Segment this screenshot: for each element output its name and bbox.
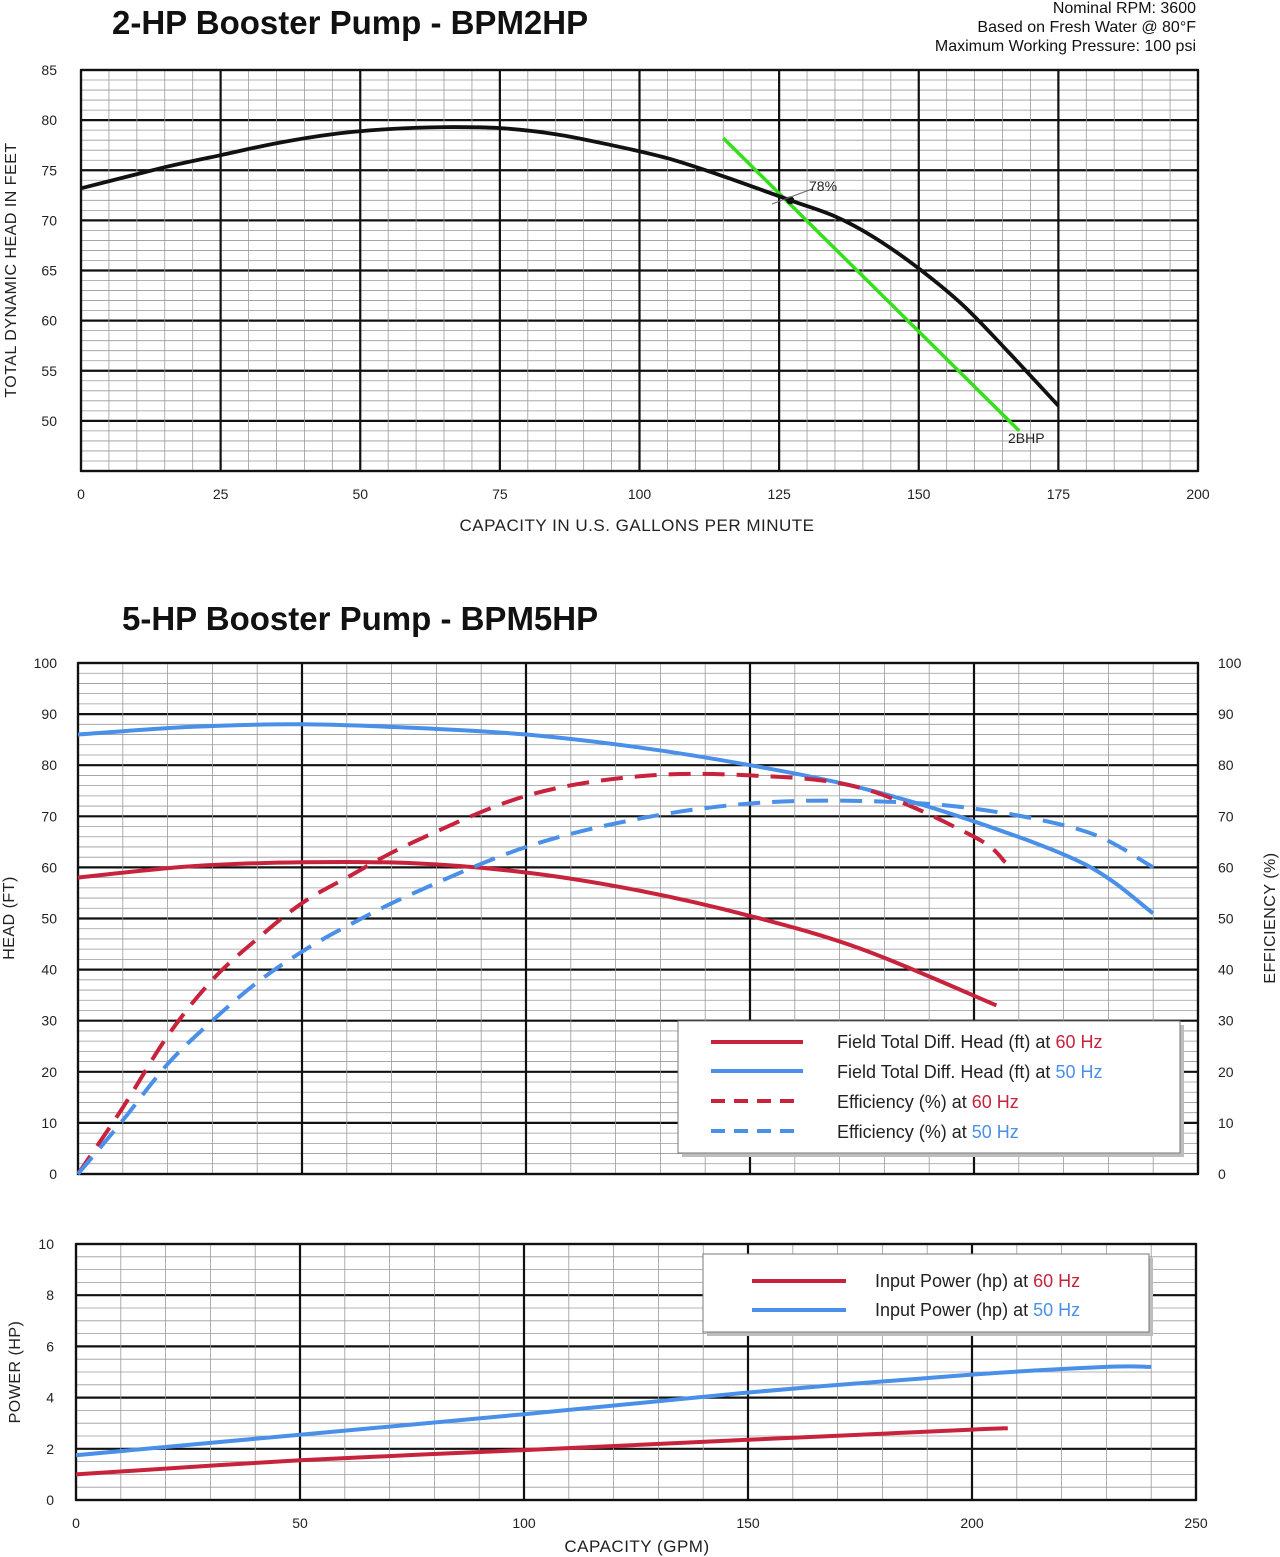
chart2-y-tick-label: 30 [41, 1013, 57, 1029]
chart2-y2-tick-label: 20 [1218, 1064, 1234, 1080]
chart3-y-tick-label: 0 [46, 1492, 54, 1508]
chart1-y-tick-label: 50 [41, 413, 57, 429]
chart2-y-tick-label: 10 [41, 1115, 57, 1131]
chart2-y2-tick-label: 10 [1218, 1115, 1234, 1131]
chart3-legend-box [702, 1253, 1150, 1333]
chart3-series [75, 1364, 1152, 1477]
chart2-grid [76, 661, 1200, 1176]
chart2-ticks: 0 0 10 10 20 20 30 30 40 40 50 50 60 60 70 70 80 80 90 90 10… [34, 655, 1242, 1182]
chart1-grid [79, 68, 1200, 473]
chart2-legend-label-head-60: Field Total Diff. Head (ft) at 60 Hz [837, 1032, 1102, 1052]
chart3-ylabel: POWER (HP) [7, 1321, 24, 1424]
chart1-y-tick-label: 85 [41, 62, 57, 78]
chart2-y2-tick-label: 30 [1218, 1013, 1234, 1029]
chart1-series [80, 125, 1060, 433]
chart3-series-line-1 [75, 1364, 1152, 1458]
chart2-y-tick-label: 20 [41, 1064, 57, 1080]
chart2-y2-tick-label: 0 [1218, 1166, 1226, 1182]
chart2-y-tick-label: 80 [41, 757, 57, 773]
chart3-x-tick-label: 150 [736, 1515, 760, 1531]
chart1-x-tick-label: 200 [1186, 486, 1210, 502]
chart3-x-tick-label: 0 [72, 1515, 80, 1531]
chart1-bhp-series-line-0 [722, 136, 1021, 433]
chart1-ticks: 0 25 50 75 100 125 150 175 200 50 55 60 65 70 75 80 85 [41, 62, 1209, 502]
chart1-y-tick-label: 65 [41, 263, 57, 279]
chart2-series-line-3 [76, 798, 1155, 1176]
chart2-title: 5-HP Booster Pump - BPM5HP [122, 600, 598, 637]
chart3-series-line-0 [75, 1426, 1008, 1477]
chart1-annotations: 78% 2BHP [771, 178, 1045, 446]
chart1-y-tick-label: 55 [41, 363, 57, 379]
chart2-y-tick-label: 90 [41, 706, 57, 722]
chart1-head-series-line-0 [80, 125, 1060, 408]
chart1-x-tick-label: 175 [1047, 486, 1071, 502]
chart1-x-tick-label: 125 [767, 486, 791, 502]
chart3-y-tick-label: 4 [46, 1390, 54, 1406]
chart3-y-tick-label: 2 [46, 1441, 54, 1457]
chart2-series [76, 722, 1155, 1176]
chart2-y2-tick-label: 60 [1218, 859, 1234, 875]
chart1-x-tick-label: 150 [907, 486, 931, 502]
chart2-series-line-0 [77, 859, 998, 1008]
chart3-legend-label-50: Input Power (hp) at 50 Hz [875, 1300, 1080, 1320]
chart1-x-tick-label: 100 [628, 486, 652, 502]
chart2-ylabel: HEAD (FT) [1, 876, 18, 960]
chart3-x-tick-label: 50 [292, 1515, 308, 1531]
chart3-x-tick-label: 200 [960, 1515, 984, 1531]
chart2-legend-label-eff-60: Efficiency (%) at 60 Hz [837, 1092, 1019, 1112]
chart1-label-2bhp: 2BHP [1008, 430, 1045, 446]
chart2-legend-label-eff-50: Efficiency (%) at 50 Hz [837, 1122, 1019, 1142]
chart1-x-tick-label: 0 [77, 486, 85, 502]
chart1-ylabel: TOTAL DYNAMIC HEAD IN FEET [3, 142, 20, 397]
chart2-y-tick-label: 60 [41, 859, 57, 875]
chart2-y2-tick-label: 100 [1218, 655, 1242, 671]
chart3-x-tick-label: 250 [1184, 1515, 1208, 1531]
chart1-y-tick-label: 60 [41, 313, 57, 329]
chart3-x-tick-label: 100 [512, 1515, 536, 1531]
chart1-note-rpm: Nominal RPM: 3600 [1053, 0, 1196, 17]
chart1-x-tick-label: 50 [352, 486, 368, 502]
chart3-legend: Input Power (hp) at 60 Hz Input Power (h… [702, 1253, 1153, 1336]
chart2-plot-frame [76, 661, 1200, 1176]
chart1-y-tick-label: 80 [41, 112, 57, 128]
chart3-y-tick-label: 10 [38, 1236, 54, 1252]
chart2-y-tick-label: 40 [41, 962, 57, 978]
chart2-legend: Field Total Diff. Head (ft) at 60 Hz Fie… [677, 1020, 1184, 1157]
chart1-plot-frame [79, 68, 1200, 473]
chart3-legend-label-60: Input Power (hp) at 60 Hz [875, 1271, 1080, 1291]
chart1-x-tick-label: 25 [213, 486, 229, 502]
chart1-note-pressure: Maximum Working Pressure: 100 psi [935, 38, 1196, 55]
chart3-plot-frame [74, 1242, 1198, 1502]
chart1-annotation-leader [771, 188, 813, 205]
chart1-y-tick-label: 75 [41, 162, 57, 178]
chart1-title: 2-HP Booster Pump - BPM2HP [112, 4, 588, 41]
chart3-grid [74, 1242, 1198, 1502]
chart2-y-tick-label: 100 [34, 655, 58, 671]
chart3-ticks: 0 50 100 150 200 250 0 2 4 6 8 10 [38, 1236, 1207, 1531]
chart1-note-water: Based on Fresh Water @ 80°F [977, 19, 1196, 36]
chart2-y-tick-label: 50 [41, 911, 57, 927]
chart2-y2-tick-label: 70 [1218, 808, 1234, 824]
chart2-y-tick-label: 0 [49, 1166, 57, 1182]
chart1-annotation-78: 78% [809, 178, 837, 194]
chart2-y2label: EFFICIENCY (%) [1262, 852, 1279, 983]
chart3-y-tick-label: 8 [46, 1287, 54, 1303]
chart2-series-line-1 [77, 722, 1155, 916]
chart2-series-line-2 [76, 771, 1007, 1176]
chart2-y2-tick-label: 50 [1218, 911, 1234, 927]
chart2-legend-label-head-50: Field Total Diff. Head (ft) at 50 Hz [837, 1062, 1102, 1082]
chart2-y2-tick-label: 80 [1218, 757, 1234, 773]
chart1-y-tick-label: 70 [41, 212, 57, 228]
chart2-y2-tick-label: 40 [1218, 962, 1234, 978]
chart3-y-tick-label: 6 [46, 1338, 54, 1354]
chart2-y2-tick-label: 90 [1218, 706, 1234, 722]
chart1-x-tick-label: 75 [492, 486, 508, 502]
chart3-xlabel: CAPACITY (GPM) [564, 1537, 709, 1556]
chart1-xlabel: CAPACITY IN U.S. GALLONS PER MINUTE [459, 516, 814, 535]
chart2-y-tick-label: 70 [41, 808, 57, 824]
